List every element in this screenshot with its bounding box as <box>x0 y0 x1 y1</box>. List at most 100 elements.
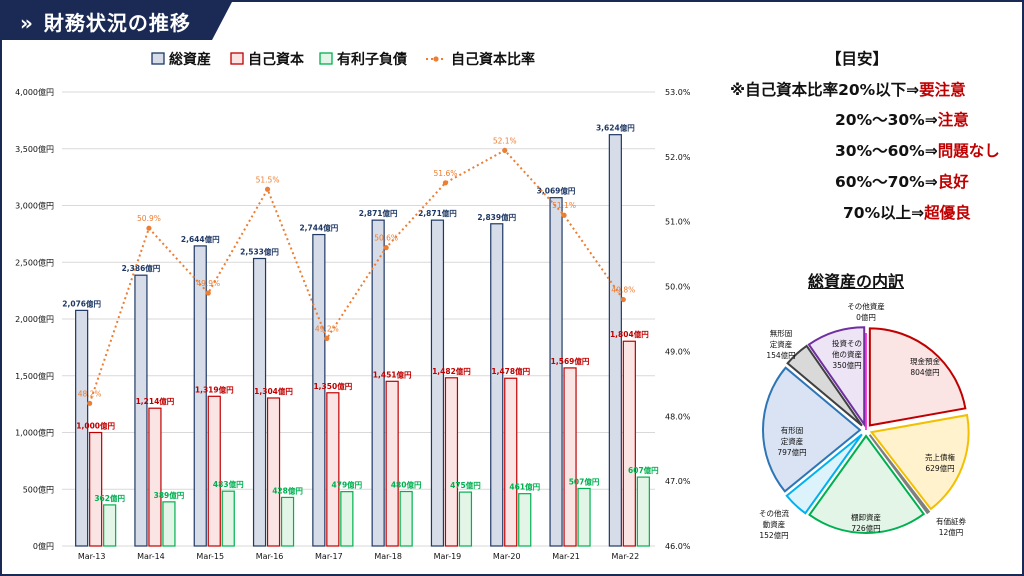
ratio-point <box>324 335 330 342</box>
ratio-point <box>87 400 93 406</box>
pie-slice-label: 有形固定資産 797億円 <box>777 425 806 457</box>
pie-slice <box>762 366 862 493</box>
pie-slice-value: 726億円 <box>851 523 880 533</box>
pie-slice-value: 804億円 <box>910 367 939 377</box>
equity-label: 1,214億円 <box>136 396 175 406</box>
x-tick-label: Mar-17 <box>315 552 343 561</box>
bar-debt <box>280 496 295 547</box>
ratio-point <box>620 296 626 303</box>
pie-slice-label: 有価証券 12億円 <box>936 516 966 537</box>
bar-debt <box>221 490 235 547</box>
x-tick-label: Mar-14 <box>137 552 165 561</box>
y2-tick-label: 53.0% <box>665 88 691 97</box>
pie-slice-value: 0億円 <box>856 312 876 322</box>
total-assets-label: 2,871億円 <box>359 208 398 218</box>
total-assets-label: 3,069億円 <box>537 186 576 196</box>
bar-total-assets <box>490 223 504 547</box>
ratio-point <box>383 245 389 251</box>
pie-slice-label: その他流動資産 152億円 <box>759 508 789 540</box>
bar-equity <box>504 377 518 547</box>
guideline-rating: 良好 <box>937 173 969 191</box>
bar-equity <box>622 340 636 547</box>
pie-slice <box>868 434 931 515</box>
pie-slice <box>808 434 926 534</box>
guideline-rating: 注意 <box>937 111 969 129</box>
page-title-text: 財務状況の推移 <box>43 11 191 35</box>
pie-slice-name: 他の資産 <box>832 349 862 359</box>
pie-slice <box>785 433 863 515</box>
pie-slice <box>868 327 967 427</box>
double-chevron-right-icon: » <box>20 11 34 35</box>
guideline-row: 60%～70%⇒良好 <box>835 170 969 192</box>
pie-slice-label: 投資その他の資産 350億円 <box>832 338 862 370</box>
pie-slice-value: 152億円 <box>759 530 788 540</box>
pie-slice-value: 12億円 <box>939 527 964 537</box>
bar-equity <box>563 367 577 547</box>
guideline-rating: 要注意 <box>919 81 966 99</box>
y-tick-label: 1,000億円 <box>15 428 54 438</box>
ratio-point <box>146 225 152 231</box>
pie-slice-name: その他資産 <box>847 301 885 311</box>
pie-slice-name: 無形固 <box>770 328 793 338</box>
legend-swatch <box>151 52 165 65</box>
bar-debt <box>399 490 413 547</box>
y2-tick-label: 50.0% <box>665 283 691 292</box>
x-tick-label: Mar-19 <box>434 552 462 561</box>
ratio-line <box>88 149 625 404</box>
pie-slice-label: 無形固定資産 154億円 <box>766 328 795 360</box>
debt-label: 475億円 <box>450 480 481 490</box>
y-tick-label: 3,000億円 <box>15 201 54 211</box>
page-title: » 財務状況の推移 <box>20 7 191 36</box>
debt-label: 479億円 <box>332 480 363 490</box>
pie-slice-label: 棚卸資産 726億円 <box>851 512 881 533</box>
bar-debt <box>103 504 117 547</box>
pie-slice-name: 有形固 <box>781 425 804 435</box>
bar-debt <box>518 493 532 547</box>
pie-slice-value: 154億円 <box>766 350 795 360</box>
bar-total-assets <box>549 197 563 547</box>
bar-equity <box>326 392 340 547</box>
debt-label: 480億円 <box>391 480 422 490</box>
debt-label: 461億円 <box>509 482 540 492</box>
debt-label: 507億円 <box>569 476 600 486</box>
pie-slice-label: 現金預金 804億円 <box>910 356 940 377</box>
pie-slice-value: 797億円 <box>777 447 806 457</box>
debt-label: 483億円 <box>213 479 244 489</box>
ratio-label: 52.1% <box>493 136 517 145</box>
total-assets-label: 2,839億円 <box>477 212 516 222</box>
guideline-row: 30%～60%⇒問題なし <box>835 139 1000 161</box>
guideline-row: 70%以上⇒超優良 <box>843 201 971 223</box>
bar-total-assets <box>430 219 445 547</box>
pie-slice <box>869 413 970 511</box>
legend-swatch <box>230 52 244 65</box>
pie-slice-name: 定資産 <box>770 339 793 349</box>
bar-total-assets <box>75 309 89 547</box>
bar-debt <box>458 491 473 547</box>
y-tick-label: 3,500億円 <box>15 144 54 154</box>
y-tick-label: 2,000億円 <box>15 314 54 324</box>
total-assets-label: 2,744億円 <box>299 223 338 233</box>
bar-total-assets <box>193 245 207 547</box>
y-tick-label: 500億円 <box>23 484 54 494</box>
pie-slice-name: 定資産 <box>781 436 804 446</box>
legend-label: 有利子負債 <box>337 51 407 68</box>
y2-tick-label: 52.0% <box>665 153 691 162</box>
debt-label: 607億円 <box>628 465 659 475</box>
legend-label: 総資産 <box>169 51 211 68</box>
equity-label: 1,319億円 <box>195 384 234 394</box>
guideline-row: ※自己資本比率20%以下⇒要注意 <box>730 78 966 100</box>
bar-total-assets <box>371 219 385 547</box>
ratio-label: 51.6% <box>434 169 458 178</box>
pie-slice-name: 現金預金 <box>910 356 940 366</box>
y-tick-label: 0億円 <box>33 541 54 551</box>
ratio-label: 50.6% <box>374 234 398 243</box>
pie-slice-value: 629億円 <box>925 463 954 473</box>
total-assets-label: 2,871億円 <box>418 208 457 218</box>
bar-debt <box>340 491 354 547</box>
title-bar <box>0 0 233 40</box>
ratio-point <box>561 212 567 218</box>
bar-equity <box>148 407 162 547</box>
total-assets-label: 2,386億円 <box>122 263 161 273</box>
